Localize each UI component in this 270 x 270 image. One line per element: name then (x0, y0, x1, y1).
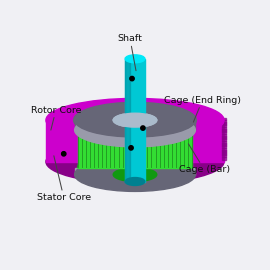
Ellipse shape (113, 168, 157, 181)
Bar (222, 131, 226, 134)
Bar (222, 136, 226, 139)
Bar (222, 127, 226, 130)
Ellipse shape (125, 178, 145, 185)
Bar (222, 120, 226, 123)
Circle shape (62, 152, 66, 156)
Bar (222, 129, 226, 132)
Bar (222, 141, 226, 144)
Bar (77, 120, 193, 168)
Bar (222, 138, 226, 141)
Ellipse shape (74, 102, 196, 138)
Bar (222, 150, 226, 153)
Ellipse shape (77, 152, 193, 184)
Ellipse shape (113, 113, 157, 127)
Ellipse shape (75, 113, 195, 147)
Ellipse shape (75, 158, 195, 191)
Ellipse shape (46, 98, 224, 142)
Ellipse shape (46, 140, 224, 184)
Ellipse shape (77, 104, 193, 136)
Text: Rotor Core: Rotor Core (31, 106, 81, 130)
Text: Cage (End Ring): Cage (End Ring) (164, 96, 241, 122)
Bar (222, 152, 226, 155)
Bar (222, 143, 226, 146)
Circle shape (130, 76, 134, 81)
Circle shape (141, 126, 145, 130)
Bar (222, 147, 226, 150)
Bar (75, 168, 195, 175)
Bar (125, 59, 145, 181)
Ellipse shape (113, 123, 157, 137)
Circle shape (129, 146, 133, 150)
Bar (222, 145, 226, 148)
Bar (75, 120, 195, 130)
Bar (113, 120, 157, 130)
Bar (222, 122, 226, 125)
Bar (222, 134, 226, 137)
Bar (222, 117, 226, 120)
Text: Shaft: Shaft (118, 35, 143, 71)
Bar (222, 124, 226, 127)
Ellipse shape (113, 113, 157, 127)
Bar (113, 168, 157, 175)
Text: Cage (Bar): Cage (Bar) (179, 144, 230, 174)
Bar (222, 154, 226, 157)
Text: Stator Core: Stator Core (37, 156, 91, 202)
Bar (125, 59, 130, 181)
Ellipse shape (125, 55, 145, 63)
Bar (46, 120, 224, 162)
Ellipse shape (75, 103, 195, 137)
Bar (222, 157, 226, 160)
